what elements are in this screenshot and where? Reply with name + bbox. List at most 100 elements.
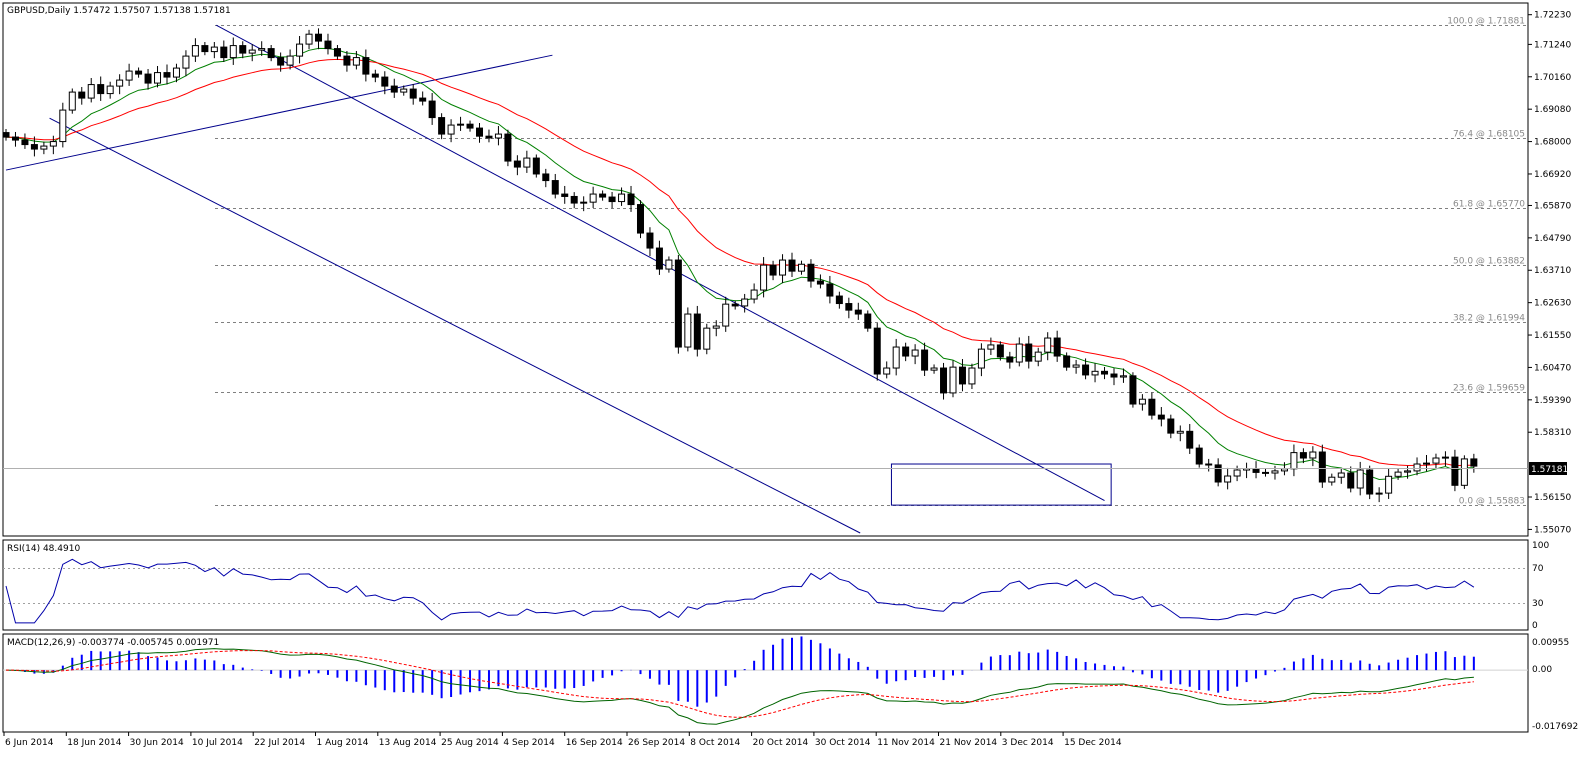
candle-bear — [21, 139, 29, 146]
candle-bull — [248, 49, 256, 54]
candle-bear — [542, 173, 550, 182]
candle-bull — [580, 201, 588, 204]
candle-bear — [1157, 414, 1165, 420]
price-tick-label: 1.69080 — [1534, 105, 1571, 115]
candle-bear — [1110, 373, 1118, 378]
moving-averages — [5, 47, 1474, 481]
candle-bull — [779, 259, 787, 276]
fib-label: 100.0 @ 1.71881 — [1447, 17, 1525, 27]
price-tick-label: 1.60470 — [1534, 363, 1571, 373]
consolidation-box — [890, 463, 1112, 506]
candle-bear — [267, 48, 275, 59]
candle-bear — [674, 259, 682, 348]
candle-bear — [646, 232, 654, 249]
candle-bull — [1413, 463, 1421, 472]
candle-bear — [201, 45, 209, 53]
date-tick-label: 6 Jun 2014 — [5, 738, 54, 748]
candle-bear — [30, 144, 38, 150]
candle-bull — [741, 298, 749, 307]
candle-bull — [1441, 456, 1449, 459]
ema-fast-line — [5, 47, 1474, 481]
candle-bear — [239, 45, 247, 54]
price-tick-label: 1.55070 — [1534, 525, 1571, 535]
date-tick-label: 20 Oct 2014 — [753, 738, 809, 748]
rsi-tick-100: 100 — [1532, 541, 1549, 551]
price-tick-label: 1.65870 — [1534, 201, 1571, 211]
candle-bear — [513, 160, 521, 168]
candle-bear — [343, 55, 351, 66]
candle-bull — [68, 91, 76, 111]
candle-bull — [892, 346, 900, 369]
candle-bear — [731, 303, 739, 307]
candle-bear — [1025, 343, 1033, 362]
candle-bear — [438, 117, 446, 135]
main-header: GBPUSD,Daily 1.57472 1.57507 1.57138 1.5… — [7, 6, 231, 16]
candle-bear — [1195, 447, 1203, 465]
rsi-tick-70: 70 — [1532, 564, 1544, 574]
candle-bull — [1337, 472, 1345, 478]
candle-bear — [1252, 468, 1260, 473]
date-tick-label: 3 Dec 2014 — [1002, 738, 1054, 748]
candle-bull — [1328, 476, 1336, 483]
candle-bull — [883, 367, 891, 375]
candle-bull — [1404, 470, 1412, 473]
candle-bull — [296, 43, 304, 57]
candle-bull — [1460, 458, 1468, 486]
candle-bear — [220, 46, 228, 59]
candle-bull — [703, 327, 711, 350]
candle-bull — [712, 325, 720, 329]
candle-bull — [977, 348, 985, 369]
current-price-box — [1529, 462, 1567, 475]
candle-bear — [390, 85, 398, 93]
candle-bear — [1082, 364, 1090, 376]
candle-bear — [873, 327, 881, 375]
candle-bull — [1394, 471, 1402, 477]
price-tick-label: 1.58310 — [1534, 428, 1571, 438]
candle-bull — [589, 193, 597, 203]
candle-bear — [1470, 458, 1478, 467]
candle-bull — [1224, 475, 1232, 483]
candle-bear — [1299, 452, 1307, 459]
date-tick-label: 8 Oct 2014 — [690, 738, 740, 748]
candle-bear — [788, 259, 796, 272]
candle-bear — [921, 349, 929, 371]
fibonacci-levels: 100.0 @ 1.71881 76.4 @ 1.68105 61.8 @ 1.65… — [215, 17, 1528, 507]
candle-bull — [750, 289, 758, 300]
candle-bear — [551, 180, 559, 195]
candle-bear — [996, 344, 1004, 358]
date-tick-label: 16 Sep 2014 — [566, 738, 623, 748]
candle-bear — [1006, 356, 1014, 363]
candlesticks — [2, 28, 1478, 503]
macd-signal-line — [5, 650, 1474, 718]
candle-bear — [419, 97, 427, 102]
price-tick-label: 1.68000 — [1534, 138, 1571, 148]
candle-bear — [655, 247, 663, 270]
candle-bull — [1034, 351, 1042, 362]
candle-bull — [1309, 451, 1317, 459]
candle-bear — [409, 88, 417, 99]
candle-bear — [561, 193, 569, 197]
candle-bear — [315, 33, 323, 42]
candle-bear — [845, 303, 853, 311]
candle-bull — [1375, 492, 1383, 495]
date-tick-label: 26 Sep 2014 — [628, 738, 685, 748]
candle-bear — [1214, 464, 1222, 483]
candle-bull — [1176, 430, 1184, 434]
candle-bear — [135, 70, 143, 75]
candle-bull — [49, 141, 57, 147]
candle-bear — [608, 196, 616, 203]
price-tick-label: 1.63710 — [1534, 266, 1571, 276]
fib-label: 50.0 @ 1.63882 — [1453, 257, 1525, 267]
candle-bull — [59, 109, 67, 143]
candle-bear — [570, 195, 578, 204]
candle-bear — [1148, 398, 1156, 416]
candle-bear — [97, 84, 105, 95]
candle-bear — [504, 133, 512, 162]
price-tick-label: 1.66920 — [1534, 170, 1571, 180]
price-tick-label: 1.59390 — [1534, 396, 1571, 406]
ema-slow-line — [5, 58, 1474, 467]
date-tick-label: 18 Jun 2014 — [67, 738, 121, 748]
date-tick-label: 30 Oct 2014 — [815, 738, 871, 748]
